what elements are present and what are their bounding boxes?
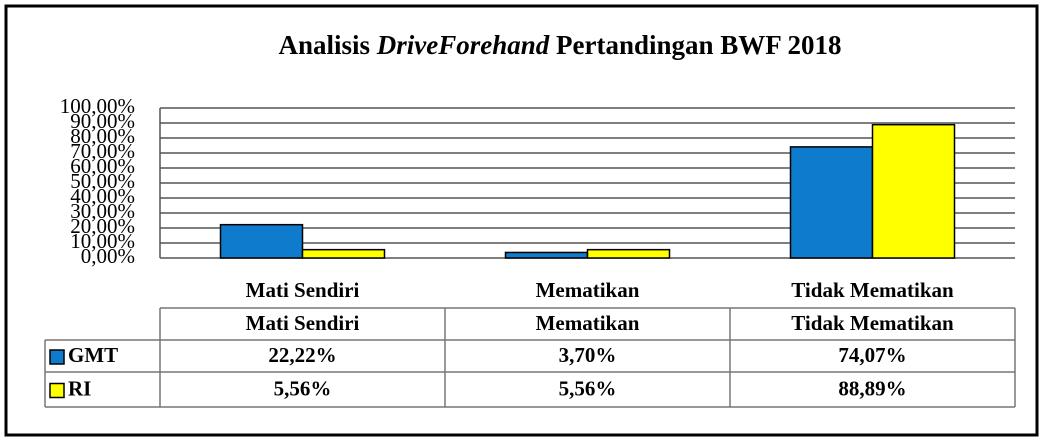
table-header: Mati Sendiri — [246, 311, 360, 335]
legend-label: GMT — [68, 343, 118, 367]
table-value: 5,56% — [559, 376, 617, 400]
title-part: Pertandingan BWF 2018 — [556, 30, 842, 60]
y-tick-label: 0,00% — [81, 244, 135, 268]
legend-label: RI — [68, 376, 91, 400]
bar — [586, 248, 671, 259]
title-part: Analisis — [278, 30, 370, 60]
table-value: 88,89% — [838, 376, 906, 400]
x-tick-label: Tidak Mematikan — [791, 278, 954, 302]
table-value: 3,70% — [559, 343, 617, 367]
y-tick-label: 30,00% — [70, 199, 135, 223]
bar — [301, 248, 386, 259]
chart-title: Analisis DriveForehand Pertandingan BWF … — [278, 30, 841, 60]
y-tick-label: 10,00% — [70, 229, 135, 253]
table-value: 5,56% — [274, 376, 332, 400]
legend-key — [49, 349, 65, 365]
y-tick-label: 50,00% — [70, 169, 135, 193]
table-value: 74,07% — [838, 343, 906, 367]
y-tick-label: 40,00% — [70, 184, 135, 208]
title-part: DriveForehand — [376, 30, 550, 60]
y-tick-label: 90,00% — [70, 109, 135, 133]
legend-key — [49, 382, 65, 399]
y-tick-label: 20,00% — [70, 214, 135, 238]
y-tick-label: 100,00% — [60, 94, 135, 118]
x-tick-label: Mematikan — [536, 278, 640, 302]
x-tick-label: Mati Sendiri — [246, 278, 360, 302]
y-tick-label: 60,00% — [70, 154, 135, 178]
bar — [789, 146, 874, 259]
y-tick-label: 80,00% — [70, 124, 135, 148]
bar — [504, 251, 589, 259]
table-header: Mematikan — [536, 311, 640, 335]
table-header: Tidak Mematikan — [791, 311, 954, 335]
bar — [871, 123, 956, 259]
table-value: 22,22% — [268, 343, 336, 367]
y-tick-label: 70,00% — [70, 139, 135, 163]
bar — [219, 223, 304, 259]
